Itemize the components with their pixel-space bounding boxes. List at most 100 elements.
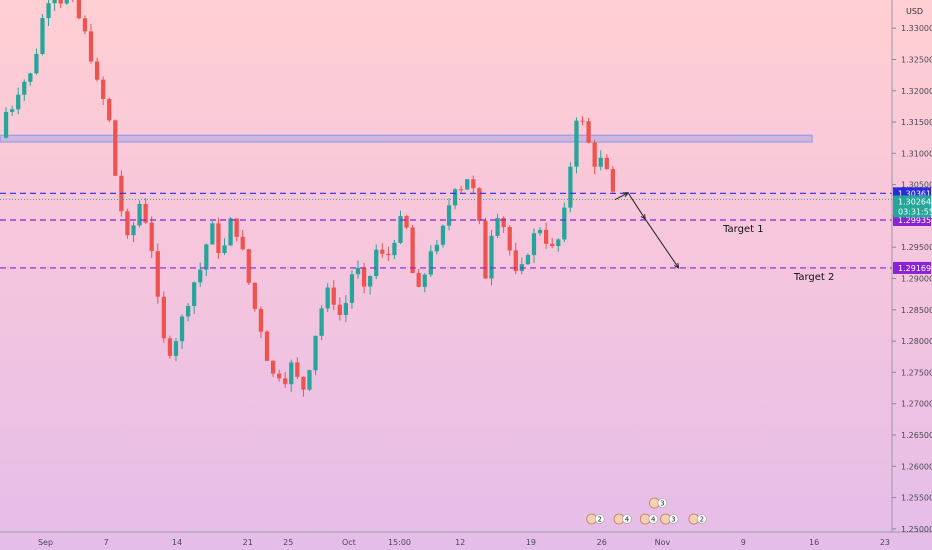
price-tick-label: 1.26000 — [901, 462, 932, 471]
candle-body — [483, 220, 488, 279]
price-tick-label: 1.25000 — [901, 525, 932, 534]
candle-body — [270, 360, 276, 374]
candle-body — [550, 243, 555, 247]
candle-body — [513, 250, 518, 272]
candle-body — [610, 169, 615, 192]
candle-body — [537, 229, 543, 234]
event-count-badge — [622, 514, 632, 524]
event-count-badge — [668, 514, 679, 524]
time-tick-label: 14 — [172, 538, 182, 547]
current-price-badge — [893, 195, 931, 218]
candle-body — [440, 225, 446, 245]
candle-body — [222, 245, 227, 253]
candle-body — [543, 229, 549, 244]
candle-body — [3, 111, 9, 138]
time-tick-label: Sep — [38, 538, 53, 547]
candle-body — [167, 338, 173, 356]
candle-body — [531, 233, 537, 256]
candle-body — [40, 18, 45, 54]
bar-countdown-label: 03:31:55 — [898, 207, 932, 216]
candle-body — [16, 94, 21, 110]
candle-body — [410, 227, 415, 273]
candle-body — [228, 218, 233, 246]
event-count-badge — [648, 514, 659, 524]
candle-body — [125, 211, 130, 236]
time-tick-label: 25 — [283, 538, 293, 547]
candle-body — [149, 222, 154, 252]
time-tick-label: 26 — [597, 538, 607, 547]
price-level-label: 1.29935 — [898, 216, 931, 225]
price-tick-label: 1.29500 — [901, 243, 932, 252]
candle-body — [88, 31, 94, 62]
time-tick-label: Oct — [342, 538, 356, 547]
candle-body — [137, 203, 142, 226]
price-tick-label: 1.31000 — [901, 149, 932, 158]
candle-body — [574, 120, 579, 167]
candle-body — [416, 272, 421, 287]
time-tick-label: 19 — [526, 538, 536, 547]
candle-body — [52, 0, 57, 4]
event-count-label: 2 — [597, 516, 601, 524]
time-tick-label: 9 — [741, 538, 746, 547]
candle-body — [216, 223, 221, 253]
target-label[interactable]: Target 1 — [722, 224, 763, 235]
candle-body — [586, 121, 591, 143]
candle-body — [64, 0, 69, 4]
candle-body — [76, 0, 82, 19]
price-tick-label: 1.33000 — [901, 24, 932, 33]
candle-body — [34, 53, 39, 74]
price-level-label: 1.29169 — [898, 264, 931, 273]
candle-body — [374, 249, 379, 277]
candle-body — [465, 179, 470, 190]
price-tick-label: 1.32500 — [901, 55, 932, 64]
event-count-badge — [594, 514, 605, 524]
event-count-label: 4 — [625, 516, 630, 524]
candle-body — [283, 378, 288, 385]
target-label[interactable]: Target 2 — [793, 272, 834, 283]
time-tick-label: 15:00 — [388, 538, 411, 547]
candle-body — [361, 267, 367, 287]
candle-body — [113, 120, 118, 176]
candle-body — [82, 18, 88, 32]
projection-segment[interactable] — [627, 192, 646, 220]
candle-body — [94, 61, 100, 80]
candle-body — [198, 269, 203, 283]
candle-body — [240, 236, 245, 250]
candle-body — [434, 244, 440, 252]
candle-body — [355, 267, 361, 275]
candle-body — [185, 305, 191, 317]
candle-body — [173, 341, 179, 356]
time-tick-label: 7 — [104, 538, 109, 547]
candle-body — [598, 157, 603, 167]
time-tick-label: 23 — [880, 538, 890, 547]
price-level-label: 1.30361 — [898, 189, 931, 198]
event-count-label: 3 — [671, 516, 675, 524]
candle-body — [10, 109, 15, 112]
price-tick-label: 1.26500 — [901, 431, 932, 440]
projection-arrowhead — [674, 262, 680, 269]
price-tick-label: 1.28000 — [901, 337, 932, 346]
resistance-zone[interactable] — [0, 134, 813, 143]
projection-segment[interactable] — [614, 192, 629, 201]
price-level-badge — [893, 261, 931, 274]
candle-body — [343, 302, 349, 316]
candle-body — [234, 218, 239, 237]
candle-body — [131, 225, 136, 236]
price-tick-label: 1.31500 — [901, 118, 932, 127]
candle-body — [22, 81, 27, 95]
candle-body — [349, 274, 355, 303]
candle-body — [246, 249, 251, 283]
candle-body — [525, 255, 531, 265]
candle-body — [471, 179, 476, 189]
event-count-badge — [697, 514, 707, 524]
candle-body — [155, 251, 160, 297]
candle-body — [143, 203, 148, 223]
currency-label: USD — [906, 7, 923, 16]
candle-body — [258, 308, 264, 332]
candle-body — [28, 73, 33, 82]
projection-segment[interactable] — [644, 218, 680, 269]
candle-body — [428, 251, 433, 275]
candle-body — [604, 157, 609, 170]
